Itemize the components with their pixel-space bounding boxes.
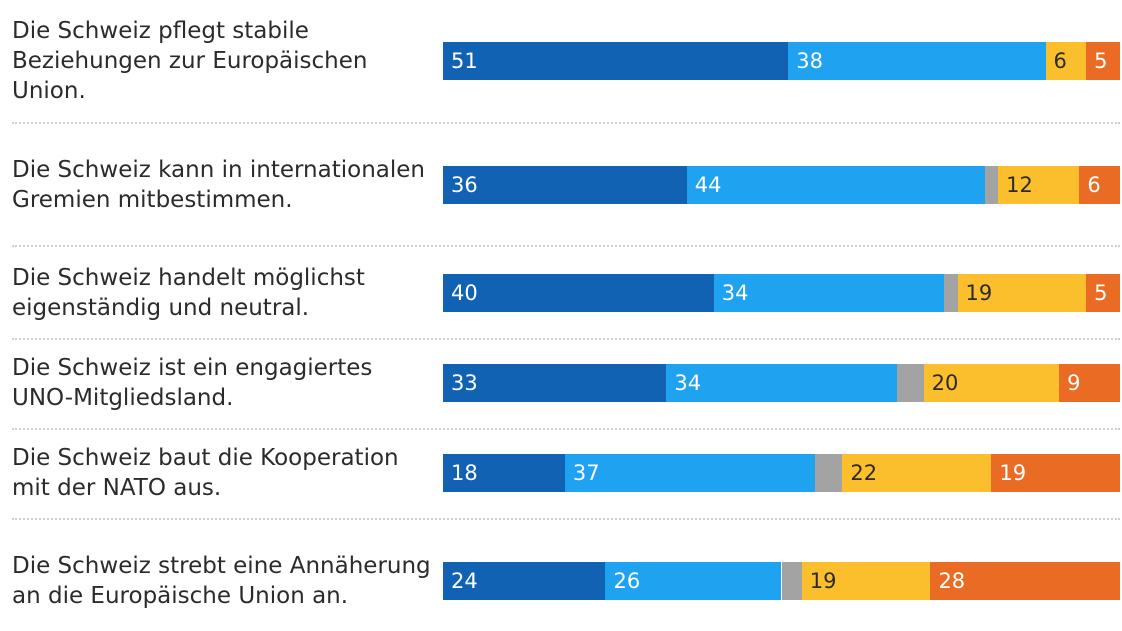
bar-segment bbox=[1059, 364, 1120, 402]
value-label: 40 bbox=[451, 281, 478, 305]
bar-segment bbox=[998, 166, 1080, 204]
bar-segment bbox=[984, 166, 999, 204]
bar-segment bbox=[788, 42, 1046, 80]
bar-segment bbox=[443, 274, 714, 312]
value-label: 34 bbox=[721, 281, 749, 305]
bar-segment bbox=[930, 562, 1120, 600]
category-label: Die Schweiz kann in internationalen Grem… bbox=[12, 157, 426, 213]
bar-segment bbox=[1045, 42, 1087, 80]
row-separator bbox=[12, 338, 1120, 340]
bar-segment bbox=[1086, 274, 1120, 312]
category-label: Die Schweiz ist ein engagiertes UNO-Mitg… bbox=[12, 355, 373, 411]
bar-segment bbox=[443, 42, 789, 80]
bar-segment bbox=[443, 454, 565, 492]
bar-segment bbox=[842, 454, 992, 492]
bar-segment bbox=[605, 562, 782, 600]
value-label: 9 bbox=[1067, 371, 1081, 395]
value-label: 19 bbox=[965, 281, 993, 305]
bar-segment bbox=[564, 454, 816, 492]
category-label: Die Schweiz handelt möglichst eigenständ… bbox=[12, 265, 365, 321]
value-label: 33 bbox=[451, 371, 478, 395]
value-label: 36 bbox=[451, 173, 478, 197]
value-label: 5 bbox=[1094, 49, 1108, 73]
value-label: 37 bbox=[572, 461, 600, 485]
value-label: 22 bbox=[850, 461, 878, 485]
bar-segment bbox=[443, 364, 667, 402]
value-label: 20 bbox=[931, 371, 959, 395]
bar-segment bbox=[923, 364, 1060, 402]
category-label: Die Schweiz baut die Kooperation mit der… bbox=[12, 445, 399, 501]
bar-segment bbox=[443, 166, 687, 204]
bar-segment bbox=[1086, 42, 1120, 80]
bar-segment bbox=[1079, 166, 1120, 204]
value-label: 6 bbox=[1053, 49, 1067, 73]
row-separator bbox=[12, 245, 1120, 247]
value-label: 12 bbox=[1006, 173, 1033, 197]
bar-segment bbox=[896, 364, 924, 402]
value-label: 18 bbox=[451, 461, 478, 485]
row-separator bbox=[12, 122, 1120, 124]
bar-segment bbox=[686, 166, 985, 204]
bar-segment bbox=[443, 562, 606, 600]
row-separator bbox=[12, 518, 1120, 520]
value-label: 6 bbox=[1087, 173, 1101, 197]
value-label: 26 bbox=[613, 569, 641, 593]
value-label: 38 bbox=[796, 49, 823, 73]
bar-segment bbox=[781, 562, 802, 600]
category-label: Die Schweiz strebt eine Annäherung an di… bbox=[12, 553, 431, 609]
bar-segment bbox=[815, 454, 843, 492]
category-label: Die Schweiz pflegt stabile Beziehungen z… bbox=[12, 18, 368, 104]
row-separator bbox=[12, 428, 1120, 430]
value-label: 34 bbox=[674, 371, 702, 395]
bar-segment bbox=[957, 274, 1087, 312]
bar-segment bbox=[666, 364, 897, 402]
value-label: 5 bbox=[1094, 281, 1108, 305]
value-label: 28 bbox=[938, 569, 966, 593]
value-label: 24 bbox=[451, 569, 478, 593]
value-label: 19 bbox=[999, 461, 1027, 485]
value-label: 44 bbox=[694, 173, 722, 197]
bar-segment bbox=[943, 274, 958, 312]
bar-segment bbox=[801, 562, 931, 600]
bar-segment bbox=[713, 274, 944, 312]
bar-segment bbox=[991, 454, 1120, 492]
value-label: 19 bbox=[809, 569, 837, 593]
value-label: 51 bbox=[451, 49, 478, 73]
